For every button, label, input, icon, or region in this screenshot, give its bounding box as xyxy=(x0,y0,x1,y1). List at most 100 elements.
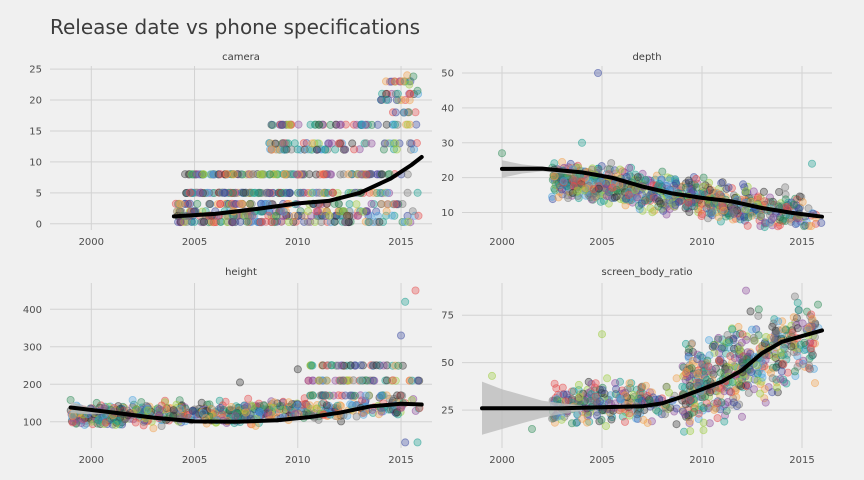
y-tick-label: 100 xyxy=(23,417,42,428)
y-tick-label: 0 xyxy=(36,219,42,230)
data-point xyxy=(253,217,262,226)
data-point xyxy=(782,202,791,211)
data-point xyxy=(376,188,385,197)
facets-layer: camera 0 5 10 15 20 25 2000 2005 2010 2015 depth 10 2… xyxy=(23,52,832,466)
data-point xyxy=(192,170,201,179)
data-point xyxy=(672,420,681,429)
data-point xyxy=(569,387,578,396)
data-point xyxy=(390,120,399,129)
data-point xyxy=(403,170,412,179)
data-point xyxy=(328,188,337,197)
data-point xyxy=(710,342,719,351)
data-point xyxy=(706,388,715,397)
data-point xyxy=(729,208,738,217)
data-point xyxy=(744,388,753,397)
data-point xyxy=(720,417,729,426)
data-point xyxy=(382,207,391,216)
y-tick-label: 200 xyxy=(23,380,42,391)
data-point xyxy=(369,376,378,385)
data-point xyxy=(131,418,140,427)
data-point xyxy=(696,351,705,360)
data-point xyxy=(387,211,396,220)
data-point xyxy=(355,145,364,154)
data-point xyxy=(414,89,423,98)
data-point xyxy=(724,183,733,192)
data-point xyxy=(776,348,785,357)
data-point xyxy=(305,401,314,410)
y-tick-label: 20 xyxy=(441,173,454,184)
data-point xyxy=(346,361,355,370)
data-point xyxy=(717,179,726,188)
data-point xyxy=(807,344,816,353)
data-point xyxy=(397,96,406,105)
data-point xyxy=(227,218,236,227)
data-point xyxy=(746,307,755,316)
data-point xyxy=(321,391,330,400)
data-point xyxy=(289,217,298,226)
data-point xyxy=(591,379,600,388)
data-point xyxy=(344,170,353,179)
data-point xyxy=(391,139,400,148)
data-point xyxy=(334,139,343,148)
data-point xyxy=(215,188,224,197)
data-point xyxy=(322,401,331,410)
data-point xyxy=(330,217,339,226)
data-point xyxy=(624,190,633,199)
data-point xyxy=(255,408,264,417)
data-point xyxy=(672,374,681,383)
data-point xyxy=(601,184,610,193)
data-point xyxy=(757,210,766,219)
data-point xyxy=(312,207,321,216)
data-point xyxy=(699,418,708,427)
data-point xyxy=(195,188,204,197)
data-point xyxy=(216,199,225,208)
data-point xyxy=(282,188,291,197)
data-point xyxy=(598,330,607,339)
data-point xyxy=(777,367,786,376)
x-tick-label: 2005 xyxy=(589,455,614,466)
data-point xyxy=(216,170,225,179)
data-point xyxy=(625,409,634,418)
data-point xyxy=(373,211,382,220)
data-point xyxy=(396,331,405,340)
y-tick-label: 40 xyxy=(441,103,454,114)
x-tick-label: 2005 xyxy=(182,455,207,466)
data-point xyxy=(382,120,391,129)
chart-title: Release date vs phone specifications xyxy=(50,15,420,39)
data-point xyxy=(306,391,315,400)
data-point xyxy=(631,185,640,194)
x-tick-label: 2015 xyxy=(388,237,413,248)
data-point xyxy=(313,145,322,154)
data-point xyxy=(387,89,396,98)
data-point xyxy=(299,139,308,148)
data-point xyxy=(735,354,744,363)
data-point xyxy=(737,338,746,347)
data-point xyxy=(697,199,706,208)
data-point xyxy=(577,177,586,186)
data-point xyxy=(242,217,251,226)
data-point xyxy=(341,217,350,226)
data-point xyxy=(685,381,694,390)
trend-line xyxy=(171,155,424,219)
data-point xyxy=(768,322,777,331)
data-point xyxy=(734,377,743,386)
data-point xyxy=(789,200,798,209)
data-point xyxy=(267,120,276,129)
data-point xyxy=(727,388,736,397)
data-point xyxy=(246,199,255,208)
data-point xyxy=(293,401,302,410)
data-point xyxy=(814,300,823,309)
data-point xyxy=(226,188,235,197)
data-point xyxy=(391,108,400,117)
data-point xyxy=(409,72,418,81)
data-point xyxy=(325,211,334,220)
data-point xyxy=(558,383,567,392)
y-tick-label: 20 xyxy=(29,96,42,107)
data-point xyxy=(303,145,312,154)
facet-strip-label: depth xyxy=(632,52,661,63)
data-point xyxy=(363,207,372,216)
data-point xyxy=(688,339,697,348)
x-tick-label: 2010 xyxy=(689,455,714,466)
data-point xyxy=(578,138,587,147)
data-point xyxy=(400,108,409,117)
